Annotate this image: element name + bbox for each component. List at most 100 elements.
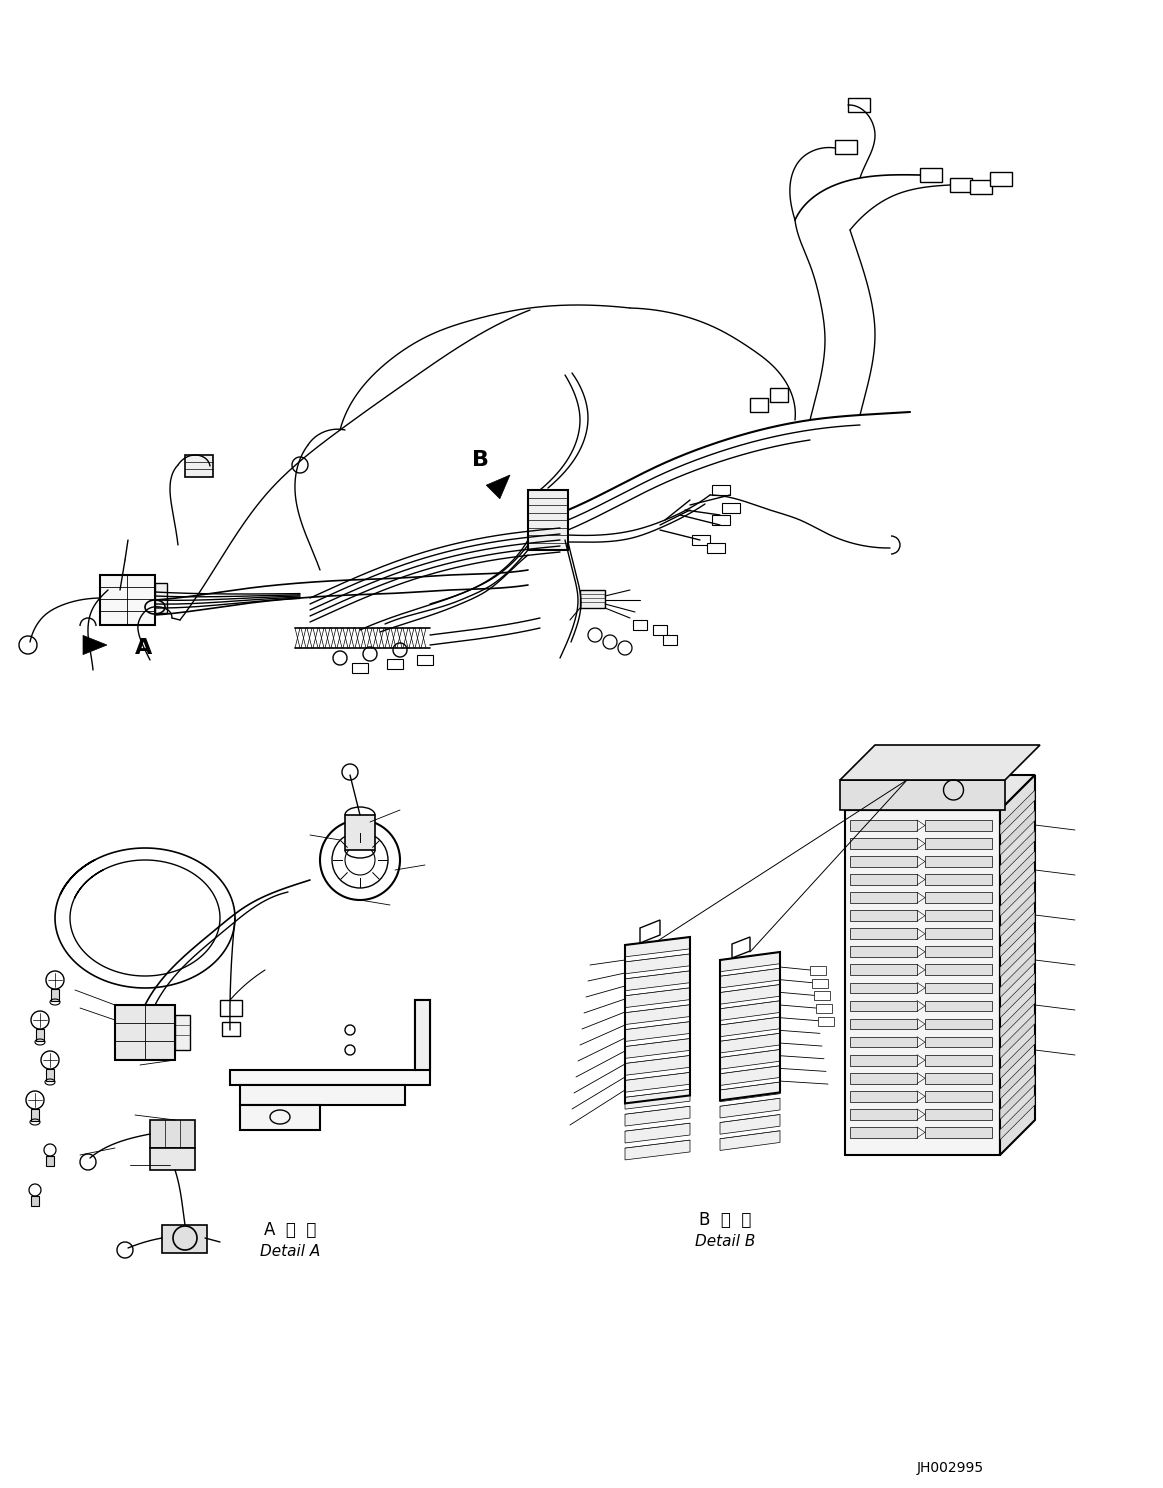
Bar (47, 1068, 53, 1080)
Polygon shape (1000, 872, 1035, 917)
Bar (925, 929, 992, 939)
Polygon shape (83, 635, 107, 655)
Bar (155, 583, 167, 613)
Bar (950, 179, 972, 192)
Bar (925, 1073, 992, 1083)
Bar (925, 982, 992, 994)
Bar (51, 990, 59, 1001)
Polygon shape (230, 1000, 430, 1085)
Bar (633, 620, 647, 629)
Polygon shape (625, 1140, 690, 1161)
Bar (925, 856, 992, 868)
Polygon shape (1000, 1054, 1035, 1100)
Bar (36, 1030, 44, 1042)
Bar (850, 856, 916, 868)
Bar (925, 1091, 992, 1101)
Bar (185, 455, 213, 478)
Bar (31, 1109, 40, 1120)
Bar (850, 929, 916, 939)
Text: B  詳  細: B 詳 細 (699, 1211, 751, 1229)
Polygon shape (625, 937, 690, 957)
Polygon shape (720, 952, 780, 972)
Bar (925, 838, 992, 848)
Polygon shape (1000, 992, 1035, 1039)
Bar (722, 503, 740, 513)
Text: A  詳  細: A 詳 細 (264, 1222, 316, 1240)
Bar (818, 1016, 834, 1025)
Polygon shape (720, 985, 780, 1004)
Text: JH002995: JH002995 (916, 1461, 984, 1475)
Bar (850, 982, 916, 994)
Polygon shape (840, 745, 1040, 780)
Bar (100, 574, 155, 625)
Polygon shape (1000, 1074, 1035, 1119)
Bar (850, 964, 916, 975)
Polygon shape (1000, 1013, 1035, 1058)
Bar (850, 1109, 916, 1120)
Bar (925, 873, 992, 885)
Bar (750, 397, 768, 412)
Polygon shape (720, 1098, 780, 1117)
Text: Detail B: Detail B (694, 1235, 755, 1250)
Bar (816, 1004, 832, 1013)
Polygon shape (1000, 1095, 1035, 1140)
Bar (707, 543, 725, 554)
Polygon shape (625, 1089, 690, 1109)
Bar (150, 1149, 195, 1170)
Bar (925, 820, 992, 830)
Bar (770, 388, 789, 402)
Bar (840, 780, 1005, 809)
Polygon shape (720, 1049, 780, 1070)
Bar (712, 515, 730, 525)
Bar (415, 1000, 430, 1070)
Bar (925, 1109, 992, 1120)
Bar (850, 1000, 916, 1012)
Polygon shape (720, 969, 780, 988)
Bar (663, 635, 677, 644)
Bar (990, 173, 1012, 186)
Polygon shape (720, 1001, 780, 1021)
Polygon shape (1000, 1034, 1035, 1079)
Bar (925, 1126, 992, 1138)
Polygon shape (1000, 912, 1035, 957)
Polygon shape (1000, 830, 1035, 876)
Bar (850, 946, 916, 957)
Bar (814, 991, 830, 1000)
Text: A: A (135, 638, 152, 658)
Polygon shape (1000, 851, 1035, 896)
Bar (812, 979, 828, 988)
Polygon shape (1000, 973, 1035, 1018)
Polygon shape (640, 920, 659, 943)
Bar (850, 1073, 916, 1083)
Bar (652, 625, 668, 635)
Bar (850, 1091, 916, 1101)
Polygon shape (1000, 811, 1035, 856)
Bar (352, 664, 368, 673)
Bar (345, 815, 374, 850)
Bar (850, 820, 916, 830)
Polygon shape (1000, 891, 1035, 937)
Bar (850, 1126, 916, 1138)
Bar (850, 873, 916, 885)
Bar (925, 1019, 992, 1030)
Polygon shape (625, 954, 690, 973)
Polygon shape (720, 1115, 780, 1134)
Bar (162, 1225, 207, 1253)
Bar (580, 591, 605, 609)
Polygon shape (732, 937, 750, 958)
Bar (418, 655, 433, 665)
Polygon shape (625, 1123, 690, 1143)
Bar (850, 1019, 916, 1030)
Polygon shape (720, 1082, 780, 1101)
Polygon shape (846, 775, 1035, 809)
Bar (970, 180, 992, 193)
Bar (387, 659, 404, 670)
Bar (925, 1000, 992, 1012)
Polygon shape (720, 1131, 780, 1150)
Bar (850, 893, 916, 903)
Bar (848, 98, 870, 112)
Text: B: B (471, 449, 488, 470)
Polygon shape (1000, 775, 1035, 1155)
Bar (846, 809, 1000, 1155)
Polygon shape (625, 988, 690, 1007)
